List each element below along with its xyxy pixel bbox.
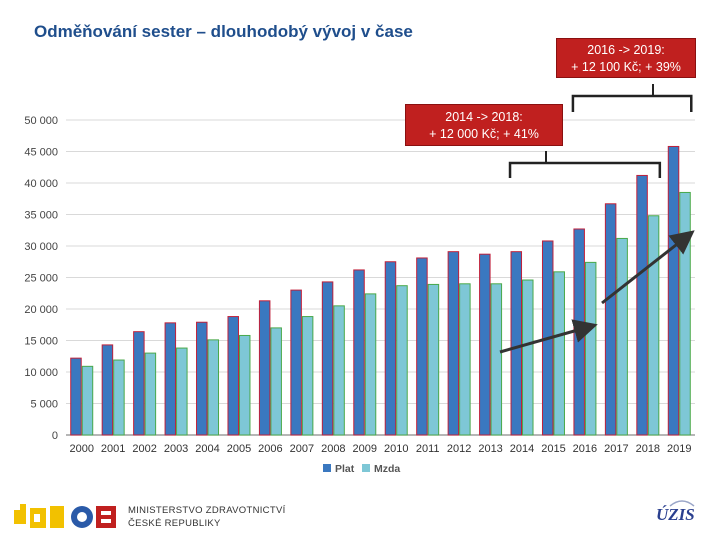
bar-mzda-2011 xyxy=(427,283,440,436)
legend-swatch-mzda xyxy=(362,464,370,472)
bar-mzda-2009 xyxy=(364,293,377,436)
x-tick-label: 2017 xyxy=(604,443,628,455)
uzis-logo: ÚZIS xyxy=(656,505,695,524)
y-tick-label: 35 000 xyxy=(24,210,58,222)
y-tick-label: 5 000 xyxy=(30,399,58,411)
bar-plat-2012 xyxy=(447,251,460,436)
callout-2016-2019: 2016 -> 2019: + 12 100 Kč; + 39% xyxy=(556,38,696,78)
x-tick-label: 2002 xyxy=(132,443,156,455)
bar-mzda-2004 xyxy=(207,339,220,436)
bar-mzda-2003 xyxy=(176,347,188,436)
bar-mzda-2015 xyxy=(553,271,565,436)
x-tick-label: 2008 xyxy=(321,443,345,455)
x-tick-label: 2004 xyxy=(195,443,219,455)
bar-plat-2013 xyxy=(479,253,491,436)
ministry-name-line1: MINISTERSTVO ZDRAVOTNICTVÍ xyxy=(128,505,286,516)
bar-mzda-2018 xyxy=(647,215,660,436)
callout-2016-2019-line1: 2016 -> 2019: xyxy=(587,43,665,57)
callout-2014-2018-line1: 2014 -> 2018: xyxy=(445,110,523,124)
uzis-mark-icon xyxy=(669,500,695,507)
bracket-2014-2018 xyxy=(508,161,662,178)
callout-2014-2018: 2014 -> 2018: + 12 000 Kč; + 41% xyxy=(405,104,563,146)
x-tick-label: 2000 xyxy=(69,443,93,455)
y-tick-label: 40 000 xyxy=(24,178,58,190)
bracket-2016-2019 xyxy=(571,94,693,112)
x-tick-label: 2016 xyxy=(573,443,597,455)
bar-plat-2006 xyxy=(258,300,271,436)
x-tick-label: 2006 xyxy=(258,443,282,455)
y-tick-label: 15 000 xyxy=(24,336,58,348)
bar-plat-2007 xyxy=(290,289,302,436)
bar-plat-2010 xyxy=(384,261,397,436)
x-tick-label: 2003 xyxy=(164,443,188,455)
x-tick-label: 2009 xyxy=(353,443,377,455)
x-tick-label: 2010 xyxy=(384,443,408,455)
y-tick-label: 50 000 xyxy=(24,115,58,127)
slide-title: Odměňování sester – dlouhodobý vývoj v č… xyxy=(34,22,413,41)
x-tick-label: 2012 xyxy=(447,443,471,455)
bar-plat-2017 xyxy=(604,203,617,436)
bar-mzda-2013 xyxy=(490,283,503,436)
legend-swatch-plat xyxy=(323,464,331,472)
bar-plat-2008 xyxy=(321,281,334,436)
bar-mzda-2002 xyxy=(144,352,157,436)
x-tick-label: 2019 xyxy=(667,443,691,455)
bar-plat-2009 xyxy=(353,269,365,436)
ministry-name-line2: ČESKÉ REPUBLIKY xyxy=(128,518,221,529)
bar-chart: 0 5 000 10 000 15 000 20 000 25 000 30 000 35 0… xyxy=(24,84,695,475)
bar-mzda-2001 xyxy=(113,359,125,436)
bar-mzda-2007 xyxy=(301,316,314,436)
bar-mzda-2016 xyxy=(584,261,597,436)
bar-mzda-2019 xyxy=(679,191,691,436)
legend-label-plat: Plat xyxy=(335,463,355,475)
trend-arrow-2016-2019 xyxy=(601,230,695,305)
bar-mzda-2000 xyxy=(81,365,94,436)
x-tick-label: 2013 xyxy=(478,443,502,455)
bar-mzda-2008 xyxy=(333,305,345,436)
callout-2016-2019-line2: + 12 100 Kč; + 39% xyxy=(571,60,681,74)
y-tick-label: 20 000 xyxy=(24,304,58,316)
callout-2014-2018-line2: + 12 000 Kč; + 41% xyxy=(429,127,539,141)
bar-mzda-2017 xyxy=(616,237,628,436)
bar-mzda-2014 xyxy=(522,279,534,436)
bar-plat-2004 xyxy=(196,321,208,436)
trend-arrow-2014-2018 xyxy=(499,319,598,354)
x-tick-label: 2001 xyxy=(101,443,125,455)
x-tick-label: 2007 xyxy=(290,443,314,455)
bar-plat-2000 xyxy=(70,357,82,436)
bar-mzda-2006 xyxy=(270,327,282,436)
bar-plat-2003 xyxy=(164,322,177,436)
bar-plat-2011 xyxy=(416,257,428,436)
x-tick-label: 2018 xyxy=(636,443,660,455)
bar-mzda-2010 xyxy=(396,285,408,436)
x-tick-label: 2014 xyxy=(510,443,534,455)
ministry-name: MINISTERSTVO ZDRAVOTNICTVÍ ČESKÉ REPUBLI… xyxy=(128,504,286,530)
y-tick-label: 10 000 xyxy=(24,367,58,379)
bar-mzda-2005 xyxy=(238,334,251,436)
x-tick-label: 2005 xyxy=(227,443,251,455)
bar-plat-2019 xyxy=(667,145,680,436)
bar-plat-2014 xyxy=(510,251,523,436)
legend-label-mzda: Mzda xyxy=(374,463,400,475)
ministry-logo-icon xyxy=(14,504,116,528)
y-tick-label: 45 000 xyxy=(24,147,58,159)
x-tick-label: 2015 xyxy=(541,443,565,455)
y-tick-label: 0 xyxy=(52,430,58,442)
bar-plat-2018 xyxy=(636,174,648,436)
x-tick-label: 2011 xyxy=(416,443,440,455)
bar-mzda-2012 xyxy=(459,283,471,436)
bar-plat-2002 xyxy=(133,331,145,436)
y-tick-label: 30 000 xyxy=(24,241,58,253)
bar-plat-2001 xyxy=(101,344,114,436)
bar-plat-2005 xyxy=(227,316,239,436)
y-tick-label: 25 000 xyxy=(24,273,58,285)
